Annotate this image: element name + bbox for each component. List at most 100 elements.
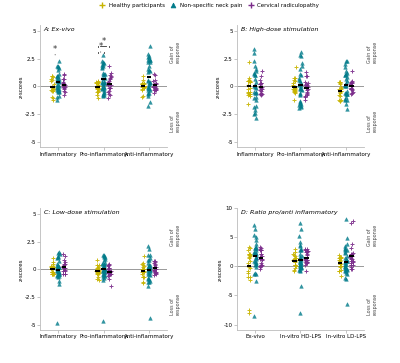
Point <box>100 263 107 269</box>
Point <box>343 76 349 82</box>
Text: *: * <box>98 42 103 52</box>
Point <box>140 83 147 89</box>
Point <box>55 82 61 87</box>
Point <box>344 74 350 80</box>
Point <box>101 80 108 86</box>
Point <box>101 71 108 77</box>
Point <box>337 263 344 269</box>
Point <box>296 85 303 91</box>
Point <box>349 90 356 96</box>
Point <box>96 269 102 275</box>
Point <box>298 257 304 263</box>
Point <box>105 95 111 101</box>
Point <box>337 263 344 269</box>
Point <box>56 86 62 91</box>
Point <box>246 60 252 65</box>
Point <box>146 79 153 85</box>
Point <box>297 99 304 105</box>
Point <box>252 226 258 232</box>
Point <box>145 59 152 65</box>
Point <box>106 276 112 282</box>
Point <box>253 261 259 267</box>
Point <box>151 87 158 93</box>
Point <box>93 269 100 274</box>
Point <box>100 254 107 260</box>
Point <box>245 268 252 273</box>
Point <box>54 76 60 81</box>
Point <box>252 84 258 90</box>
Point <box>106 93 113 98</box>
Point <box>54 265 60 270</box>
Point <box>139 269 146 275</box>
Point <box>152 262 159 268</box>
Point <box>303 69 309 75</box>
Point <box>342 65 348 70</box>
Point <box>99 86 106 92</box>
Point <box>106 265 112 270</box>
Point <box>101 87 108 93</box>
Point <box>336 257 342 263</box>
Point <box>106 85 113 91</box>
Point <box>298 83 304 89</box>
Point <box>251 271 258 277</box>
Point <box>50 271 57 277</box>
Point <box>302 93 308 99</box>
Legend: Healthy participants, Non-specific neck pain, Cervical radiculopathy: Healthy participants, Non-specific neck … <box>94 1 322 11</box>
Point <box>296 105 302 111</box>
Point <box>304 82 310 88</box>
Point <box>258 91 264 97</box>
Point <box>50 85 57 90</box>
Point <box>99 70 106 76</box>
Point <box>152 72 158 77</box>
Point <box>106 265 112 271</box>
Point <box>252 107 258 113</box>
Point <box>54 97 60 103</box>
Point <box>247 252 253 258</box>
Point <box>145 90 151 96</box>
Point <box>291 86 298 92</box>
Text: Gain of
response: Gain of response <box>170 41 180 64</box>
Point <box>100 252 106 258</box>
Point <box>298 261 304 267</box>
Point <box>257 91 263 97</box>
Point <box>101 60 107 66</box>
Point <box>56 71 62 77</box>
Point <box>302 260 309 265</box>
Point <box>293 257 299 263</box>
Point <box>337 89 344 95</box>
Point <box>54 64 61 69</box>
Point <box>146 263 152 269</box>
Point <box>296 91 303 97</box>
Point <box>292 250 299 256</box>
Point <box>303 249 309 255</box>
Point <box>101 84 107 90</box>
Point <box>252 244 259 250</box>
Point <box>253 271 260 277</box>
Point <box>304 84 311 90</box>
Point <box>144 77 151 83</box>
Point <box>258 92 264 98</box>
Point <box>251 70 257 76</box>
Point <box>93 257 100 263</box>
Point <box>252 254 259 260</box>
Point <box>347 254 354 260</box>
Point <box>105 79 111 85</box>
Point <box>258 262 264 268</box>
Point <box>259 91 265 97</box>
Point <box>146 82 152 88</box>
Point <box>145 283 151 289</box>
Point <box>49 84 55 90</box>
Point <box>348 85 354 91</box>
Point <box>338 255 344 261</box>
Point <box>62 268 68 274</box>
Point <box>140 84 147 90</box>
Point <box>297 310 303 316</box>
Point <box>304 73 311 79</box>
Point <box>251 249 258 255</box>
Point <box>102 256 108 262</box>
Point <box>297 262 304 268</box>
Point <box>151 83 157 89</box>
Point <box>348 252 354 258</box>
Point <box>102 75 108 81</box>
Point <box>348 87 355 93</box>
